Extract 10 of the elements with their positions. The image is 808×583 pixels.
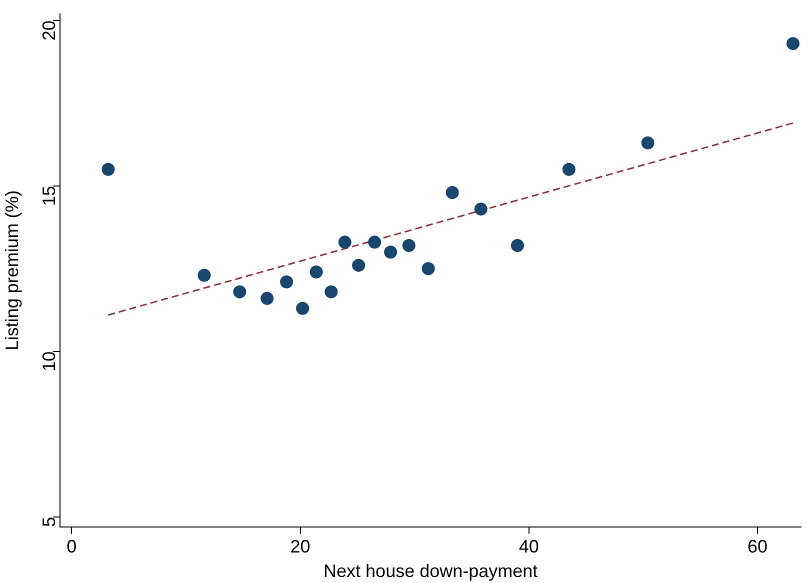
- y-tick-label: 10: [39, 351, 60, 372]
- x-tick-label: 40: [518, 536, 539, 557]
- x-tick-label: 20: [290, 536, 310, 557]
- y-axis-title: Listing premium (%): [2, 190, 22, 350]
- y-tick-label: 5: [39, 516, 60, 527]
- y-tick-label: 15: [39, 186, 60, 206]
- x-tick-label: 60: [748, 536, 768, 557]
- x-tick-label: 0: [66, 536, 77, 557]
- x-axis-title: Next house down-payment: [324, 561, 538, 582]
- y-tick-label: 20: [39, 20, 60, 40]
